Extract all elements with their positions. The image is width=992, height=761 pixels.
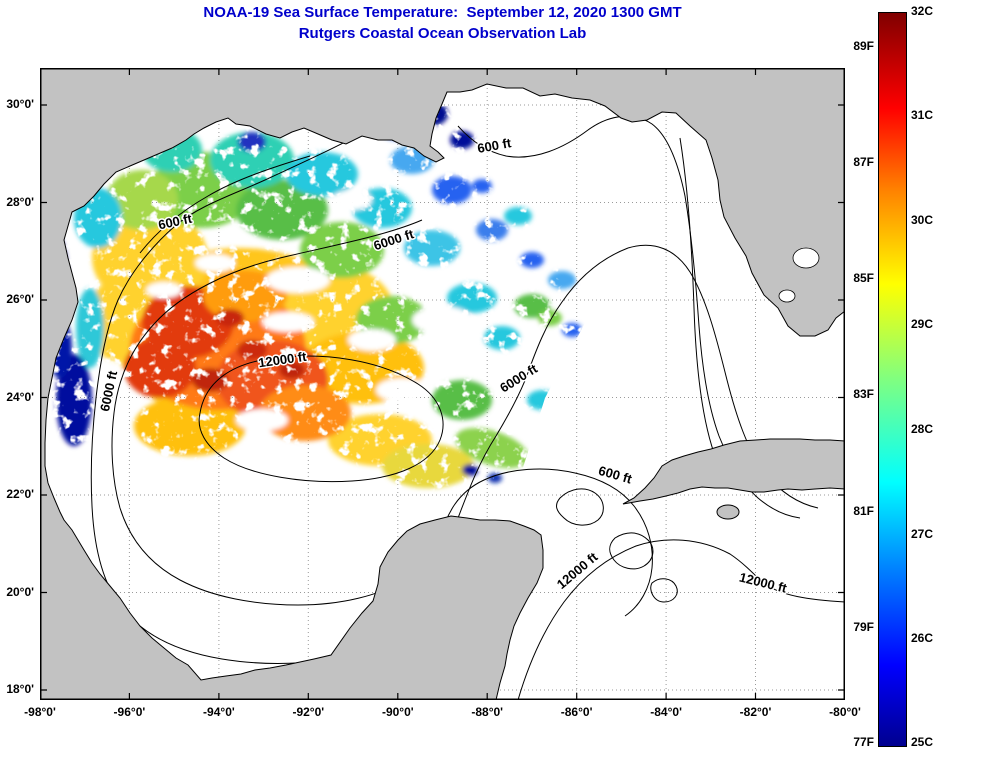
- y-tick-label: 18°0': [6, 682, 34, 696]
- contour-12000ft-central: [198, 355, 444, 483]
- colorbar: [878, 12, 907, 747]
- land-layer: [39, 67, 846, 701]
- x-tick-label: -80°0': [829, 705, 861, 719]
- contour-600ft-campeche-bank: [439, 468, 653, 617]
- colorbar-celsius-label: 29C: [911, 317, 934, 331]
- x-tick-label: -86°0': [560, 705, 593, 719]
- colorbar-fahrenheit-label: 77F: [853, 735, 874, 749]
- y-tick-label: 24°0': [6, 389, 34, 404]
- colorbar-celsius-label: 27C: [911, 527, 934, 541]
- colorbar-fahrenheit-label: 85F: [853, 271, 874, 285]
- x-tick-label: -82°0': [739, 705, 772, 719]
- colorbar-celsius-label: 25C: [911, 735, 934, 749]
- colorbar-celsius-label: 30C: [911, 213, 934, 227]
- contour-12000ft-southeast: [517, 539, 846, 701]
- x-tick-label: -94°0': [203, 705, 235, 719]
- island-isla-de-la-juventud: [716, 504, 740, 520]
- colorbar-celsius-label: 31C: [911, 108, 934, 122]
- y-tick-label: 26°0': [6, 292, 34, 306]
- plot-border: [40, 68, 845, 700]
- x-tick-label: -96°0': [113, 705, 146, 719]
- contour-bank-squiggle-1: [556, 488, 604, 526]
- x-tick-label: -90°0': [381, 705, 414, 719]
- x-tick-label: -84°0': [650, 705, 682, 719]
- colorbar-celsius-label: 32C: [911, 4, 934, 18]
- x-tick-label: -98°0': [24, 705, 56, 719]
- y-tick-label: 30°0': [6, 97, 34, 111]
- map-plot-area: 600 ft 600 ft 6000 ft 12000 ft 6000 ft 6…: [39, 67, 846, 701]
- colorbar-fahrenheit-label: 87F: [853, 155, 874, 169]
- florida-lake: [778, 289, 796, 303]
- y-tick-label: 20°0': [6, 584, 34, 599]
- contour-bank-squiggle-2: [609, 532, 654, 570]
- colorbar-celsius-label: 28C: [911, 422, 934, 436]
- x-tick-label: -92°0': [292, 705, 325, 719]
- contour-bank-squiggle-3: [650, 578, 678, 603]
- colorbar-fahrenheit-label: 89F: [853, 39, 874, 53]
- gulf-map-svg: 600 ft 600 ft 6000 ft 12000 ft 6000 ft 6…: [39, 67, 846, 701]
- contour-inner-shelf-florida: [679, 137, 715, 454]
- colorbar-fahrenheit-label: 79F: [853, 620, 874, 634]
- figure-subtitle: Rutgers Coastal Ocean Observation Lab: [298, 25, 587, 42]
- contour-inner-shelf-west: [139, 155, 311, 254]
- y-tick-label: 28°0': [6, 194, 34, 209]
- lake-okeechobee: [792, 247, 820, 269]
- y-tick-label: 22°0': [6, 487, 34, 501]
- inland-water: [778, 247, 820, 303]
- figure-title: NOAA-19 Sea Surface Temperature: Septemb…: [203, 4, 682, 21]
- x-tick-label: -88°0': [471, 705, 504, 719]
- colorbar-fahrenheit-label: 81F: [853, 504, 874, 518]
- land-us-mexico-coast: [39, 67, 846, 701]
- contour-6000ft-loop: [111, 219, 629, 606]
- colorbar-fahrenheit-label: 83F: [853, 387, 874, 401]
- colorbar-celsius-label: 26C: [911, 631, 934, 645]
